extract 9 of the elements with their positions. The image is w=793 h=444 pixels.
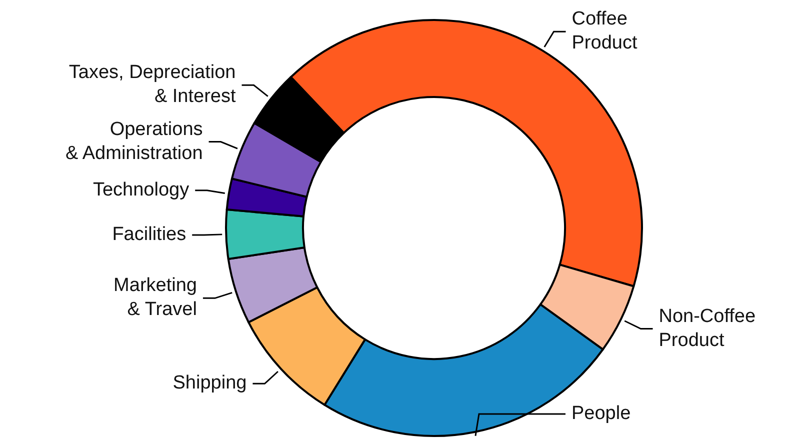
slice-label: Marketing & Travel — [114, 275, 197, 320]
slice-label: Coffee Product — [572, 8, 638, 54]
slice-label: People — [571, 403, 631, 424]
slice-label: Technology — [92, 179, 190, 200]
slice-label: Facilities — [112, 224, 186, 245]
slice-label: Taxes, Depreciation & Interest — [68, 62, 236, 108]
slice-label: Shipping — [172, 372, 247, 394]
slice-label: Non-Coffee Product — [658, 306, 756, 351]
slice-label: Operations & Administration — [65, 118, 203, 164]
